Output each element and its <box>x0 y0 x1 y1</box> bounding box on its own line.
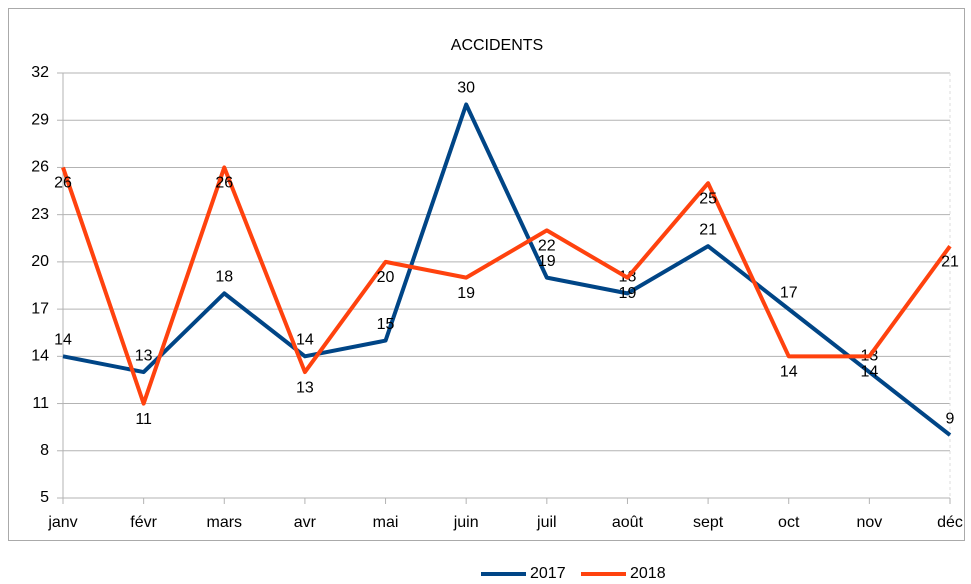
data-label: 21 <box>941 253 959 270</box>
data-label: 14 <box>54 332 72 349</box>
x-tick-label: juin <box>453 514 479 531</box>
y-tick-label: 29 <box>31 111 49 128</box>
data-label: 26 <box>215 175 233 192</box>
y-tick-label: 20 <box>31 253 49 270</box>
legend-label: 2017 <box>530 565 566 582</box>
data-label: 13 <box>296 379 314 396</box>
data-label: 19 <box>538 253 556 270</box>
x-tick-label: oct <box>778 514 800 531</box>
x-tick-label: juil <box>536 514 557 531</box>
chart-title: ACCIDENTS <box>451 37 543 54</box>
x-tick-label: nov <box>856 514 882 531</box>
data-label: 17 <box>780 284 798 301</box>
x-tick-label: févr <box>130 514 157 531</box>
x-tick-label: déc <box>937 514 963 531</box>
x-tick-label: mai <box>373 514 399 531</box>
data-label: 18 <box>215 269 233 286</box>
y-tick-label: 5 <box>40 489 49 506</box>
legend-label: 2018 <box>630 565 666 582</box>
chart-border <box>8 8 965 541</box>
x-tick-label: janv <box>47 514 77 531</box>
data-label: 25 <box>699 190 717 207</box>
data-label: 9 <box>946 410 955 427</box>
data-label: 19 <box>619 285 637 302</box>
data-label: 19 <box>457 285 475 302</box>
y-tick-label: 26 <box>31 159 49 176</box>
data-label: 21 <box>699 221 717 238</box>
y-tick-label: 8 <box>40 442 49 459</box>
y-tick-label: 23 <box>31 206 49 223</box>
x-tick-label: mars <box>206 514 242 531</box>
x-tick-label: août <box>612 514 644 531</box>
x-tick-label: avr <box>294 514 317 531</box>
data-label: 14 <box>860 364 878 381</box>
series-line <box>61 165 952 406</box>
data-label: 13 <box>135 347 153 364</box>
data-label: 26 <box>54 175 72 192</box>
data-label: 20 <box>377 269 395 286</box>
data-label: 11 <box>135 411 152 428</box>
data-label: 22 <box>538 238 556 255</box>
data-label: 14 <box>780 364 798 381</box>
data-label: 15 <box>377 316 395 333</box>
x-tick-label: sept <box>693 514 724 531</box>
data-label: 30 <box>457 80 475 97</box>
y-tick-label: 32 <box>31 64 49 81</box>
y-tick-label: 11 <box>32 395 49 412</box>
y-tick-label: 17 <box>31 300 49 317</box>
data-label: 14 <box>296 332 314 349</box>
series-line <box>62 102 952 437</box>
y-tick-label: 14 <box>31 348 49 365</box>
